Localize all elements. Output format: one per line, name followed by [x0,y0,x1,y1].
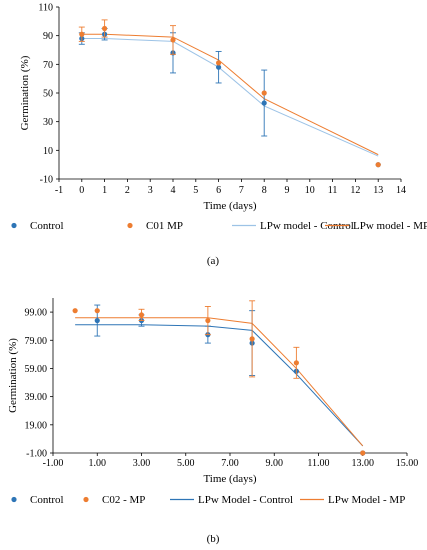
model-line [75,324,364,447]
x-tick-label: 2 [125,185,130,196]
y-tick-label: 70 [43,60,53,71]
x-tick-label: 0 [79,185,84,196]
y-axis-title: Germination (%) [7,338,19,413]
legend-label: Control [30,494,64,506]
data-point [170,37,176,43]
data-point [261,90,267,96]
data-point [94,317,100,324]
y-tick-label: 19.00 [25,420,48,431]
x-tick-label: 14 [396,185,406,196]
x-tick-label: 3 [148,185,153,196]
data-point [261,100,267,106]
model-line [81,33,379,156]
chart-panel-b: -1.00 19.00 39.00 59.00 79.00 99.00 -1.00 1.00 3… [7,298,418,545]
x-axis-title: Time (days) [203,200,256,212]
x-tick-label: 11 [328,185,338,196]
data-point [216,64,222,70]
y-tick-label: 59.00 [25,364,48,375]
x-tick-label: 9 [285,185,290,196]
x-tick-label: 15.00 [396,458,419,469]
x-tick-label: 5.00 [177,458,195,469]
data-point [72,308,78,314]
legend-label: C02 - MP [102,494,145,506]
x-tick-label: 11.00 [307,458,329,469]
x-tick-label: 9.00 [266,458,284,469]
legend-label: LPw model - MP [353,220,427,232]
x-tick-label: 13.00 [352,458,375,469]
model-line [75,317,364,447]
y-tick-label: 90 [43,31,53,42]
x-tick-label: 8 [262,185,267,196]
data-point [293,360,299,366]
x-tick-label: 7.00 [221,458,239,469]
x-tick-label: 12 [350,185,360,196]
y-tick-label: 50 [43,89,53,100]
legend-marker [83,496,89,503]
y-tick-label: 39.00 [25,392,48,403]
x-tick-label: 1.00 [89,458,107,469]
x-tick-label: 3.00 [133,458,151,469]
legend-label: Control [30,220,64,232]
panel-label: (a) [207,255,220,267]
y-tick-label: 79.00 [25,336,48,347]
x-tick-label: 13 [373,185,383,196]
x-tick-label: 5 [193,185,198,196]
y-tick-label: 110 [38,3,53,14]
y-tick-label: 30 [43,117,53,128]
x-tick-label: 4 [171,185,176,196]
y-tick-label: -1.00 [26,449,47,460]
legend-label: C01 MP [146,220,183,232]
x-axis-title: Time (days) [203,473,256,485]
x-tick-label: -1.00 [43,458,64,469]
y-axis-title: Germination (%) [19,55,31,130]
data-point [375,162,381,168]
data-point [205,317,211,324]
x-tick-label: -1 [55,185,63,196]
data-point [102,25,108,32]
model-line [81,38,379,157]
y-tick-label: 10 [43,146,53,157]
legend-marker [11,222,17,229]
data-point [249,336,255,342]
data-point [79,31,85,37]
data-point [94,308,100,314]
legend-label: LPw Model - Control [198,494,293,506]
x-tick-label: 6 [216,185,221,196]
x-tick-label: 1 [102,185,107,196]
y-tick-label: -10 [40,175,53,186]
legend-marker [127,222,133,229]
legend-label: LPw Model - MP [328,494,405,506]
data-point [360,450,366,456]
y-tick-label: 99.00 [25,308,48,319]
legend-marker [11,496,17,503]
x-tick-label: 7 [239,185,244,196]
data-point [138,312,145,318]
panel-label: (b) [207,533,220,545]
data-point [216,60,222,66]
legend-label: LPw model - Control [260,220,354,232]
x-tick-label: 10 [305,185,315,196]
